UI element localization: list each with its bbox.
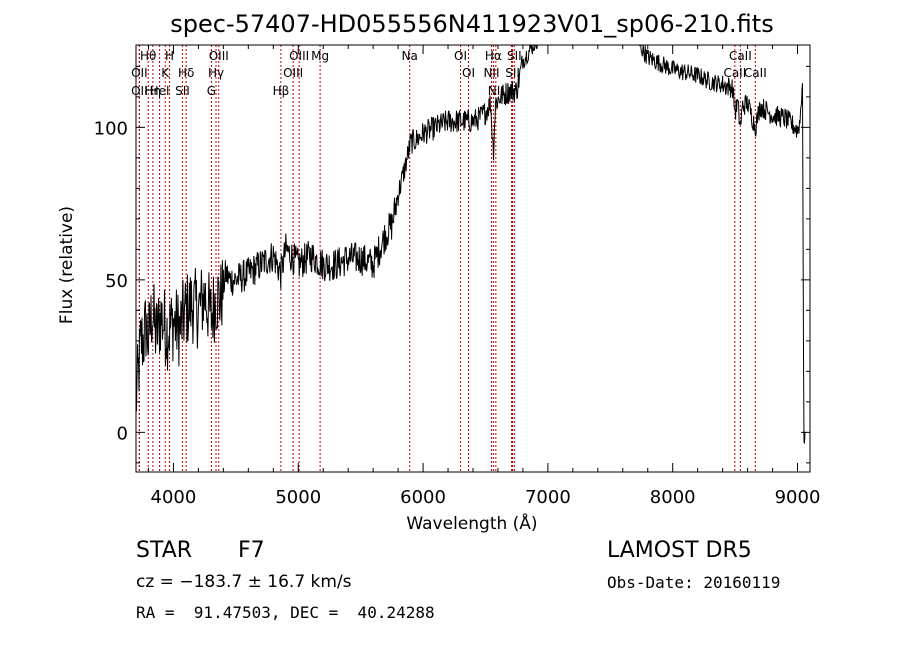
spectral-line-label: OI: [462, 66, 475, 80]
spectral-line-label: OII: [131, 66, 148, 80]
axis-ticks: 4000 5000 6000 7000 8000 9000 0 50 100: [94, 45, 821, 508]
spectral-line-label: H: [165, 49, 174, 63]
spectral-line-label: OIII: [283, 66, 303, 80]
spectral-line-label: K: [161, 66, 170, 80]
spectral-line-markers: [138, 45, 756, 472]
object-type: STAR: [136, 538, 193, 563]
spectral-line-label: Hη: [145, 84, 162, 98]
y-tick-label: 100: [94, 118, 128, 139]
x-axis-label: Wavelength (Å): [406, 512, 537, 534]
spectral-line-label: OIII: [209, 49, 229, 63]
x-tick-label: 8000: [650, 487, 696, 508]
plot-frame: [135, 44, 811, 473]
spectral-line-label: NII: [488, 84, 504, 98]
spectral-line-label: Na: [402, 49, 418, 63]
survey-name: LAMOST DR5: [607, 538, 752, 563]
y-tick-label: 0: [117, 423, 128, 444]
x-tick-label: 5000: [275, 487, 321, 508]
spectral-line-label: CaII: [729, 49, 752, 63]
redshift-velocity: cz = −183.7 ± 16.7 km/s: [136, 572, 352, 592]
spectral-line-label: OI: [454, 49, 467, 63]
spectral-line-label: OIII: [289, 49, 309, 63]
object-subclass: F7: [238, 538, 265, 563]
spectral-line-label: Hβ: [273, 84, 290, 98]
spectral-line-label: Mg: [311, 49, 329, 63]
spectrum-series-line: [135, 43, 806, 445]
chart-title: spec-57407-HD055556N411923V01_sp06-210.f…: [170, 10, 773, 38]
spectral-line-label: Hα: [485, 49, 502, 63]
spectral-line-label: HeI: [150, 84, 170, 98]
y-tick-label: 50: [105, 271, 128, 292]
observation-date: Obs-Date: 20160119: [607, 573, 781, 592]
x-tick-label: 6000: [400, 487, 446, 508]
spectral-line-label: CaII: [723, 66, 746, 80]
spectral-line-label: CaII: [744, 66, 767, 80]
spectral-line-label: SII: [505, 66, 520, 80]
x-tick-label: 9000: [775, 487, 821, 508]
spectral-line-label: Hθ: [140, 49, 156, 63]
spectral-line-label: OII: [131, 84, 148, 98]
spectral-line-label: Hδ: [178, 66, 194, 80]
spectral-line-label: SII: [507, 49, 522, 63]
y-axis-label: Flux (relative): [57, 206, 77, 324]
x-tick-label: 7000: [525, 487, 571, 508]
spectral-line-label: G: [207, 84, 216, 98]
spectral-line-label: NII: [483, 66, 499, 80]
spectral-line-label: SII: [175, 84, 190, 98]
spectral-line-label: Hγ: [208, 66, 224, 80]
x-tick-label: 4000: [151, 487, 197, 508]
coordinates: RA = 91.47503, DEC = 40.24288: [136, 603, 435, 622]
